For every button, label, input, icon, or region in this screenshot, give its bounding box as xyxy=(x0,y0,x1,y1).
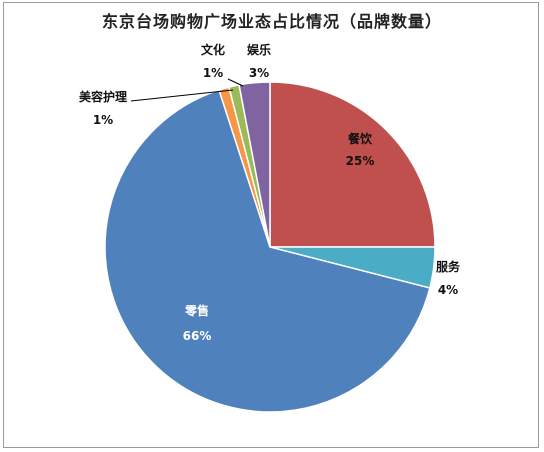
slice-retail xyxy=(104,89,431,413)
slice-catering-label: 餐饮 xyxy=(348,131,373,146)
slice-retail-value-label: 66% xyxy=(183,329,212,343)
slice-services-value-label: 4% xyxy=(438,283,458,297)
slice-culture-leader-line xyxy=(227,78,244,87)
slice-catering-value-label: 25% xyxy=(346,154,375,168)
slice-entertainment-label: 娱乐 xyxy=(247,42,271,57)
slice-services-label: 服务 xyxy=(436,259,461,274)
slice-retail-label: 零售 xyxy=(184,303,209,318)
slice-entertainment xyxy=(238,81,271,248)
slice-entertainment-value-label: 3% xyxy=(249,66,269,80)
chart-title: 东京台场购物广场业态占比情况（品牌数量） xyxy=(101,12,442,31)
slice-catering xyxy=(269,81,436,248)
slice-culture-value-label: 1% xyxy=(203,66,223,80)
slice-beauty-care-leader-line xyxy=(130,89,234,102)
slice-beauty-care-label: 美容护理 xyxy=(79,89,127,104)
slice-beauty-care-value-label: 1% xyxy=(93,113,113,127)
slice-culture-label: 文化 xyxy=(201,42,225,57)
